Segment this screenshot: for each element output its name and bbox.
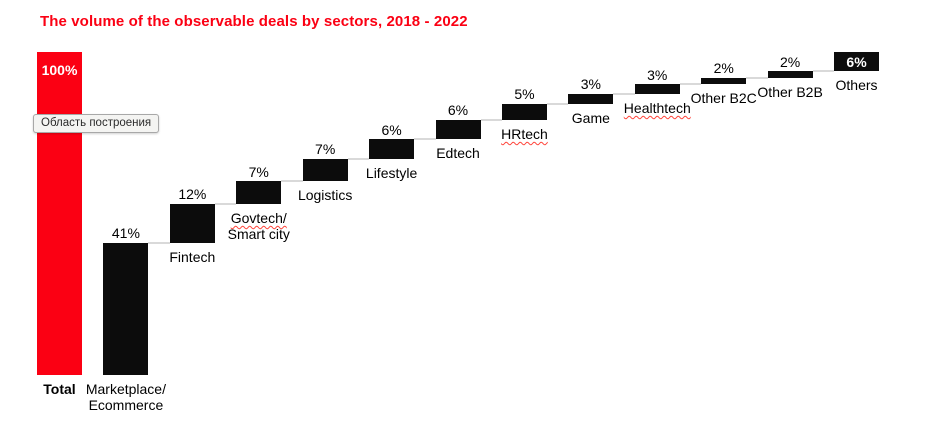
category-label-other-b2c: Other B2C [664, 90, 784, 106]
waterfall-bar-logistics[interactable] [302, 158, 348, 182]
value-label-total: 100% [41, 62, 78, 78]
waterfall-bar-healthtech[interactable] [634, 84, 680, 94]
connector-line [546, 102, 569, 105]
connector-line [613, 92, 635, 95]
waterfall-bar-hrtech[interactable] [501, 103, 547, 120]
category-label-line: Other B2B [757, 83, 823, 100]
connector-line [347, 157, 370, 160]
category-label-govtech-smart-city: Govtech/Smart city [199, 210, 319, 242]
connector-line [679, 83, 702, 86]
plot-area-tooltip: Область построения [33, 114, 160, 133]
value-label-hrtech: 5% [514, 86, 535, 103]
value-label-lifestyle: 6% [381, 121, 402, 138]
value-label-govtech-smart-city: 7% [248, 163, 269, 180]
value-label-game: 3% [580, 76, 601, 93]
waterfall-bar-total[interactable] [37, 52, 82, 375]
category-label-others: Others [797, 77, 917, 93]
waterfall-bar-fintech[interactable] [169, 203, 215, 243]
category-label-hrtech: HRtech [464, 126, 584, 142]
category-label-line: Edtech [436, 145, 480, 162]
category-label-line: HRtech [501, 125, 548, 142]
category-label-fintech: Fintech [132, 249, 252, 265]
value-label-others: 6% [846, 53, 867, 70]
waterfall-bar-marketplace-ecommerce[interactable] [103, 242, 149, 375]
waterfall-bar-game[interactable] [568, 93, 614, 104]
category-label-line: Healthtech [623, 99, 691, 116]
connector-line [214, 202, 237, 205]
connector-line [414, 138, 436, 141]
connector-line [746, 76, 768, 79]
category-label-line: Total [43, 381, 76, 397]
category-label-line: Other B2C [690, 90, 757, 107]
value-label-healthtech: 3% [647, 66, 668, 83]
connector-line [812, 70, 835, 73]
category-label-line: Lifestyle [365, 164, 418, 181]
category-label-edtech: Edtech [398, 145, 518, 161]
category-label-other-b2b: Other B2B [730, 84, 850, 100]
value-label-fintech: 12% [178, 186, 207, 203]
waterfall-bar-lifestyle[interactable] [369, 139, 415, 159]
value-label-edtech: 6% [447, 102, 469, 119]
category-label-line: Ecommerce [88, 397, 164, 413]
value-label-marketplace-ecommerce: 41% [111, 225, 140, 242]
value-label-other-b2b: 2% [779, 53, 801, 70]
connector-line [148, 241, 170, 244]
waterfall-bar-edtech[interactable] [435, 119, 481, 140]
category-label-line: Smart city [227, 225, 290, 242]
connector-line [480, 118, 502, 121]
connector-line [281, 180, 303, 183]
waterfall-bar-govtech-smart-city[interactable] [236, 181, 282, 204]
category-label-logistics: Logistics [265, 187, 385, 203]
value-label-logistics: 7% [315, 141, 336, 158]
waterfall-bar-other-b2c[interactable] [701, 77, 747, 85]
waterfall-bar-others[interactable] [834, 52, 880, 72]
category-label-marketplace-ecommerce: Marketplace/Ecommerce [66, 381, 186, 413]
category-label-healthtech: Healthtech [597, 100, 717, 116]
chart-title: The volume of the observable deals by se… [40, 13, 468, 30]
category-label-line: Govtech/ [230, 209, 287, 226]
category-label-line: Logistics [297, 187, 353, 204]
category-label-line: Game [571, 109, 610, 126]
category-label-total: Total [0, 381, 120, 397]
value-label-other-b2c: 2% [713, 60, 734, 77]
category-label-line: Fintech [169, 248, 216, 265]
category-label-line: Others [835, 77, 878, 94]
category-label-game: Game [531, 110, 651, 126]
category-label-line: Marketplace/ [85, 381, 166, 397]
waterfall-bar-other-b2b[interactable] [767, 71, 813, 78]
category-label-lifestyle: Lifestyle [332, 165, 452, 181]
